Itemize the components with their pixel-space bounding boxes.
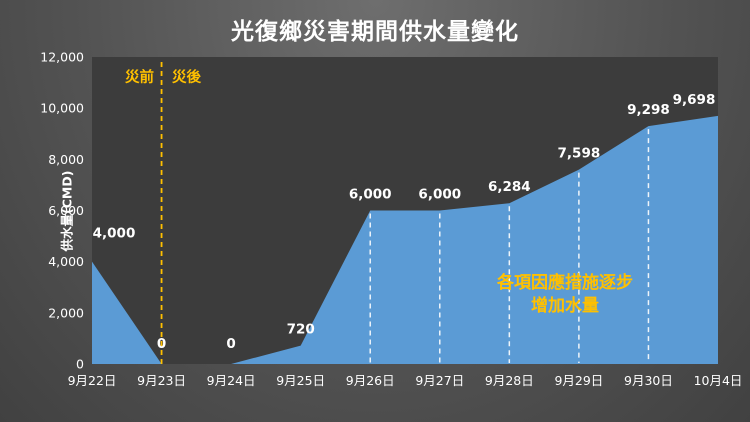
y-tick-label: 8,000 [48,152,84,167]
x-tick-label: 9月28日 [485,373,534,388]
data-label: 9,298 [627,102,670,118]
annotation-text: 各項因應措施逐步 增加水量 [450,272,680,318]
data-label: 0 [157,336,166,352]
supply-area-shape [92,115,718,365]
x-tick-label: 9月27日 [415,373,464,388]
data-label: 6,000 [418,187,461,203]
y-tick-label: 4,000 [48,254,84,269]
x-tick-label: 9月26日 [346,373,395,388]
y-tick-label: 10,000 [40,101,84,116]
y-tick-label: 12,000 [40,50,84,65]
data-label: 6,000 [349,187,392,203]
x-tick-label: 9月30日 [624,373,673,388]
x-tick-label: 9月24日 [207,373,256,388]
data-label: 0 [226,336,235,352]
data-label: 9,698 [673,92,716,108]
y-tick-label: 6,000 [48,203,84,218]
post-disaster-label: 災後 [172,70,201,86]
annotation-line-1: 各項因應措施逐步 [497,273,633,293]
x-tick-label: 9月25日 [276,373,325,388]
x-tick-label: 9月23日 [137,373,186,388]
pre-disaster-label: 災前 [125,70,154,86]
y-tick-label: 2,000 [48,305,84,320]
chart-title: 光復鄉災害期間供水量變化 [231,19,519,45]
data-label: 4,000 [93,226,136,242]
x-tick-label: 9月29日 [554,373,603,388]
data-label: 6,284 [488,179,531,195]
data-label: 7,598 [558,146,601,162]
x-tick-label: 9月22日 [68,373,117,388]
data-label: 720 [287,322,315,338]
x-tick-label: 10月4日 [694,373,743,388]
annotation-line-2: 增加水量 [531,296,599,316]
y-tick-label: 0 [76,357,84,372]
